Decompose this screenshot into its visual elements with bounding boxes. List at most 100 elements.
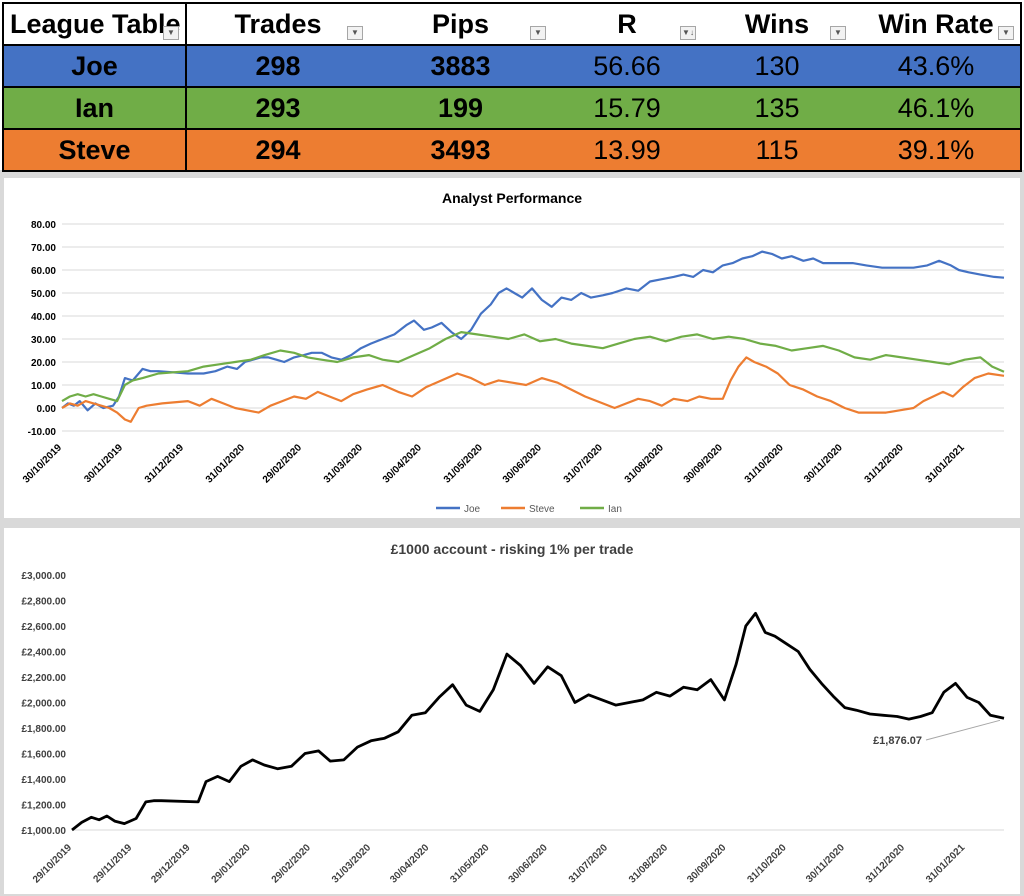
- y-tick-label: 0.00: [37, 404, 57, 415]
- x-tick-label: 31/10/2020: [745, 842, 788, 885]
- x-tick-label: 31/08/2020: [627, 842, 670, 885]
- league-table: League Table ▼ Trades ▼ Pips ▼ R ▼↓ Wins ▼ Wi…: [2, 2, 1022, 172]
- pips-cell: 3883: [369, 45, 552, 88]
- y-tick-label: £1,800.00: [22, 724, 67, 735]
- x-tick-label: 31/05/2020: [448, 842, 491, 885]
- r-cell: 13.99: [552, 129, 702, 172]
- y-tick-label: 30.00: [31, 335, 56, 346]
- table-row[interactable]: Steve 294 3493 13.99 115 39.1%: [2, 129, 1022, 172]
- x-tick-label: 30/04/2020: [381, 442, 424, 485]
- chart-title: Analyst Performance: [442, 190, 582, 206]
- x-tick-label: 31/08/2020: [623, 442, 666, 485]
- x-tick-label: 29/12/2019: [149, 842, 192, 885]
- y-tick-label: 80.00: [31, 220, 56, 231]
- y-tick-label: £2,600.00: [22, 622, 67, 633]
- annotation-leader-line: [925, 719, 1001, 741]
- r-cell: 56.66: [552, 45, 702, 88]
- x-tick-label: 31/12/2020: [863, 442, 906, 485]
- x-tick-label: 31/01/2021: [924, 442, 967, 485]
- pips-cell: 3493: [369, 129, 552, 172]
- sort-descending-icon[interactable]: ▼↓: [680, 26, 696, 40]
- x-tick-label: 30/11/2019: [82, 442, 125, 485]
- table-row[interactable]: Joe 298 3883 56.66 130 43.6%: [2, 45, 1022, 88]
- x-tick-label: 31/01/2020: [204, 442, 247, 485]
- x-tick-label: 30/09/2020: [682, 442, 725, 485]
- x-tick-label: 31/07/2020: [562, 442, 605, 485]
- header-r: R ▼↓: [552, 2, 702, 46]
- y-tick-label: 20.00: [31, 358, 56, 369]
- header-league-table: League Table ▼: [2, 2, 187, 46]
- filter-dropdown-icon[interactable]: ▼: [998, 26, 1014, 40]
- final-balance-label: £1,876.07: [873, 735, 922, 747]
- x-tick-label: 30/11/2020: [804, 842, 847, 885]
- account-balance-svg: £1000 account - risking 1% per trade £1,…: [22, 541, 1005, 886]
- y-tick-label: £1,000.00: [22, 826, 67, 837]
- header-label: R: [617, 8, 637, 39]
- legend-label-ian: Ian: [608, 504, 622, 515]
- x-tick-label: 31/05/2020: [442, 442, 485, 485]
- win-rate-cell: 46.1%: [852, 87, 1022, 130]
- league-table-header-row: League Table ▼ Trades ▼ Pips ▼ R ▼↓ Wins ▼ Wi…: [2, 2, 1022, 46]
- x-tick-label: 30/06/2020: [507, 842, 550, 885]
- analyst-performance-svg: Analyst Performance -10.00 0.00 10.00 20.00…: [21, 190, 1005, 515]
- series-line-ian: [61, 331, 1005, 403]
- header-label: Pips: [431, 8, 490, 39]
- header-label: League Table: [10, 8, 181, 39]
- y-tick-label: £2,200.00: [22, 673, 67, 684]
- wins-cell: 130: [702, 45, 852, 88]
- trades-cell: 293: [186, 87, 369, 130]
- x-tick-label: 30/11/2020: [802, 442, 845, 485]
- series-line-steve: [61, 356, 1005, 423]
- x-tick-label: 31/03/2020: [322, 442, 365, 485]
- table-row[interactable]: Ian 293 199 15.79 135 46.1%: [2, 87, 1022, 130]
- filter-dropdown-icon[interactable]: ▼: [163, 26, 179, 40]
- y-tick-label: £2,800.00: [22, 597, 67, 608]
- y-tick-label: 50.00: [31, 289, 56, 300]
- series-line-joe: [61, 250, 1005, 412]
- x-tick-label: 31/12/2019: [143, 442, 186, 485]
- r-cell: 15.79: [552, 87, 702, 130]
- x-tick-label: 30/09/2020: [685, 842, 728, 885]
- series-line-balance: [71, 611, 1005, 832]
- analyst-name: Joe: [2, 45, 187, 88]
- filter-dropdown-icon[interactable]: ▼: [530, 26, 546, 40]
- header-pips: Pips ▼: [369, 2, 552, 46]
- filter-dropdown-icon[interactable]: ▼: [347, 26, 363, 40]
- y-tick-label: 70.00: [31, 243, 56, 254]
- win-rate-cell: 39.1%: [852, 129, 1022, 172]
- y-tick-label: £3,000.00: [22, 571, 67, 582]
- legend-label-joe: Joe: [464, 504, 481, 515]
- x-tick-label: 29/01/2020: [210, 842, 253, 885]
- win-rate-cell: 43.6%: [852, 45, 1022, 88]
- y-tick-label: £1,600.00: [22, 750, 67, 761]
- header-trades: Trades ▼: [186, 2, 369, 46]
- y-tick-label: 10.00: [31, 381, 56, 392]
- x-tick-label: 29/02/2020: [270, 842, 313, 885]
- y-tick-label: 60.00: [31, 266, 56, 277]
- legend-label-steve: Steve: [529, 504, 555, 515]
- wins-cell: 115: [702, 129, 852, 172]
- y-tick-label: £1,400.00: [22, 775, 67, 786]
- analyst-name: Steve: [2, 129, 187, 172]
- trades-cell: 294: [186, 129, 369, 172]
- filter-dropdown-icon[interactable]: ▼: [830, 26, 846, 40]
- chart-title: £1000 account - risking 1% per trade: [391, 541, 634, 557]
- y-tick-label: 40.00: [31, 312, 56, 323]
- x-tick-label: 29/11/2019: [92, 842, 135, 885]
- header-label: Trades: [234, 8, 322, 39]
- x-tick-label: 31/12/2020: [864, 842, 907, 885]
- x-tick-label: 31/01/2021: [924, 842, 967, 885]
- analyst-performance-chart[interactable]: Analyst Performance -10.00 0.00 10.00 20.00…: [4, 178, 1020, 518]
- y-tick-label: £2,000.00: [22, 699, 67, 710]
- x-tick-label: 30/04/2020: [388, 842, 431, 885]
- header-label: Wins: [744, 8, 810, 39]
- y-tick-label: £1,200.00: [22, 801, 67, 812]
- header-win-rate: Win Rate ▼: [852, 2, 1022, 46]
- account-balance-chart[interactable]: £1000 account - risking 1% per trade £1,…: [4, 528, 1020, 894]
- header-label: Win Rate: [878, 8, 994, 39]
- x-tick-label: 30/06/2020: [501, 442, 544, 485]
- analyst-name: Ian: [2, 87, 187, 130]
- x-tick-label: 31/07/2020: [567, 842, 610, 885]
- x-tick-label: 30/10/2019: [21, 442, 64, 485]
- y-tick-label: £2,400.00: [22, 648, 67, 659]
